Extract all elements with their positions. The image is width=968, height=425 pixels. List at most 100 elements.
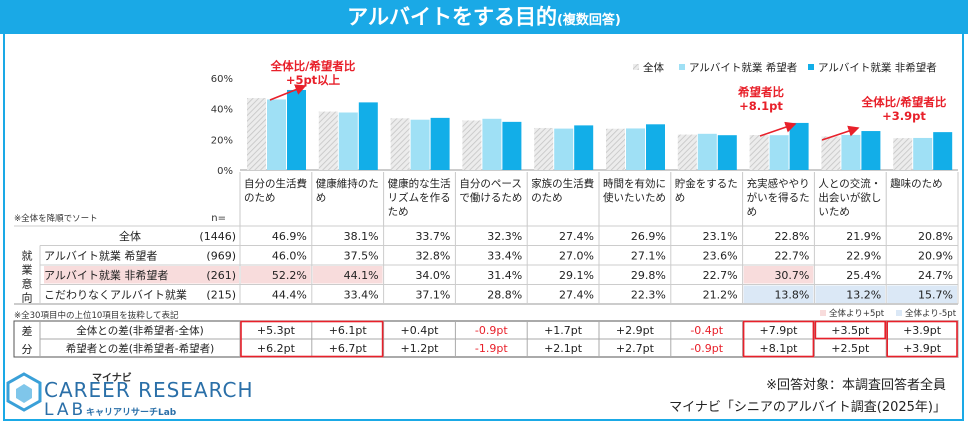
diff-group-label: 分 xyxy=(22,343,33,356)
bar xyxy=(338,112,358,170)
diff-cell: +8.1pt xyxy=(759,342,798,355)
row-group-label: 就 xyxy=(22,249,33,263)
table-cell: 23.1% xyxy=(703,230,738,243)
category-label: 自分のペース xyxy=(459,177,521,190)
category-label: で働けるため xyxy=(459,191,522,204)
y-tick-label: 0% xyxy=(217,166,233,177)
bar xyxy=(482,118,502,170)
row-label: 全体 xyxy=(119,229,141,243)
bar xyxy=(462,120,482,170)
legend-label: 全体 xyxy=(643,61,664,74)
highlight-cell xyxy=(887,285,957,303)
table-cell: 25.4% xyxy=(846,269,881,282)
diff-cell: +7.9pt xyxy=(759,324,798,337)
highlight-cell xyxy=(815,285,886,303)
table-cell: 46.0% xyxy=(272,250,307,263)
table-cell: 27.4% xyxy=(559,289,594,302)
diff-cell: +6.2pt xyxy=(257,342,296,355)
annotation-arrow xyxy=(821,125,860,141)
table-cell: 33.4% xyxy=(344,289,379,302)
table-cell: 22.7% xyxy=(703,269,738,282)
bar xyxy=(390,118,410,170)
logo-kana: キャリアリサーチLab xyxy=(86,408,177,418)
category-label: め xyxy=(747,206,758,218)
row-group-label: 意 xyxy=(22,277,33,291)
category-label: リズムを作る xyxy=(388,191,451,204)
annotation-text: 希望者比 xyxy=(737,85,784,99)
logo-line1: CAREER RESEARCH xyxy=(44,378,254,402)
diff-cell: -1.9pt xyxy=(475,342,508,355)
category-label: め xyxy=(675,192,686,204)
bar xyxy=(749,135,769,170)
row-n: (1446) xyxy=(199,230,236,243)
table-cell: 24.7% xyxy=(918,269,953,282)
table-cell: 26.9% xyxy=(631,230,666,243)
table-cell: 27.1% xyxy=(631,250,666,263)
row-group-label: 向 xyxy=(22,291,33,305)
highlight-cell xyxy=(44,266,239,284)
bar xyxy=(410,119,430,170)
category-label: 使いたいため xyxy=(603,191,666,204)
bar xyxy=(789,122,809,170)
annotation-text: +3.9pt xyxy=(882,109,926,123)
highlight-cell xyxy=(312,266,383,284)
table-cell: 20.8% xyxy=(918,230,953,243)
highlight-cell xyxy=(743,285,814,303)
category-label: め xyxy=(316,192,327,204)
bar xyxy=(717,135,737,170)
diff-row-label: 全体との差(非希望者-全体) xyxy=(76,324,203,337)
row-label: こだわりなくアルバイト就業 xyxy=(44,288,187,302)
bar xyxy=(267,99,286,170)
category-label: 自分の生活費 xyxy=(244,177,307,190)
table-cell: 22.3% xyxy=(631,289,666,302)
legend-label: アルバイト就業 非希望者 xyxy=(818,61,937,74)
bar xyxy=(893,138,913,170)
logo-mark xyxy=(6,372,42,412)
bar xyxy=(861,131,881,170)
bar xyxy=(841,134,861,170)
diff-cell: +2.9pt xyxy=(616,324,655,337)
highlight-box xyxy=(742,320,815,358)
highlight-box xyxy=(240,320,384,358)
category-label: 健康維持のた xyxy=(316,177,379,190)
top-note: ※全30項目中の上位10項目を抜粋して表記 xyxy=(14,310,179,321)
highlight-box xyxy=(886,320,958,358)
bar xyxy=(318,111,338,170)
diff-cell: -0.9pt xyxy=(690,342,723,355)
legend-swatch xyxy=(679,64,685,70)
category-label: 出会いが欲し xyxy=(818,191,881,204)
table-cell: 20.9% xyxy=(918,250,953,263)
diff-cell: -0.4pt xyxy=(690,324,723,337)
table-cell: 15.7% xyxy=(918,289,953,302)
bar xyxy=(933,132,953,170)
target-note: ※回答対象：本調査回答者全員 xyxy=(766,378,946,393)
table-cell: 32.8% xyxy=(415,250,450,263)
diff-cell: +3.5pt xyxy=(831,324,870,337)
legend-swatch xyxy=(633,64,639,70)
diff-cell: +0.4pt xyxy=(400,324,439,337)
table-cell: 44.1% xyxy=(344,269,379,282)
source-note: マイナビ「シニアのアルバイト調査(2025年)」 xyxy=(669,400,946,415)
annotation-text: +5pt以上 xyxy=(286,73,341,87)
page-title: アルバイトをする目的 xyxy=(347,5,557,29)
bar xyxy=(646,124,665,170)
bar xyxy=(430,117,450,170)
diff-group-label: 差 xyxy=(22,324,33,338)
table-cell: 22.8% xyxy=(774,230,809,243)
diff-cell: +1.7pt xyxy=(544,324,583,337)
highlight-box xyxy=(814,320,887,340)
table-cell: 21.2% xyxy=(703,289,738,302)
annotation-text: 全体比/希望者比 xyxy=(861,95,947,109)
bar xyxy=(697,133,717,170)
table-cell: 33.7% xyxy=(415,230,450,243)
category-label: 家族の生活費 xyxy=(531,177,594,190)
category-label: 時間を有効に xyxy=(603,177,666,190)
diff-cell: +1.2pt xyxy=(400,342,439,355)
table-cell: 37.1% xyxy=(415,289,450,302)
category-label: ため xyxy=(388,206,409,218)
row-label: アルバイト就業 非希望者 xyxy=(44,268,168,282)
category-label: いため xyxy=(818,206,850,218)
bar xyxy=(534,127,554,170)
table-cell: 27.4% xyxy=(559,230,594,243)
y-tick-label: 40% xyxy=(211,105,233,116)
